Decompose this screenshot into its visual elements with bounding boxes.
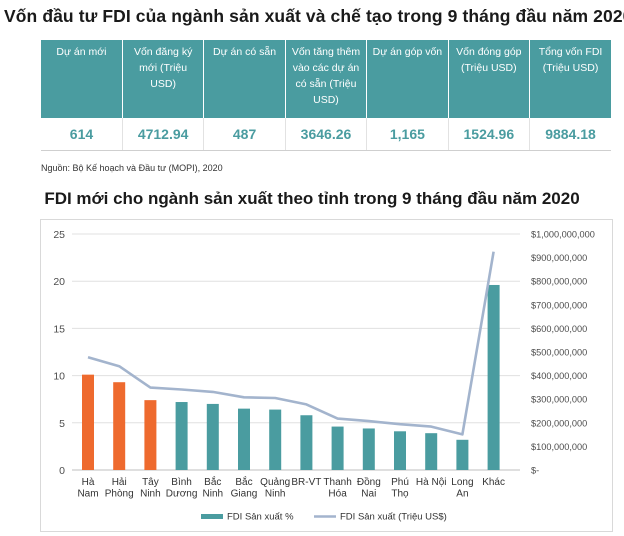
header-new-registered-capital: Vốn đăng ký mới (Triệu USD) xyxy=(122,40,205,118)
source-note: Nguồn: Bộ Kế hoạch và Đầu tư (MOPI), 202… xyxy=(41,163,223,173)
value-added-capital: 3646.26 xyxy=(285,118,368,151)
y-right-tick-label: $900,000,000 xyxy=(531,253,587,263)
x-tick-label: Ninh xyxy=(140,489,161,500)
y-right-tick-label: $200,000,000 xyxy=(531,418,587,428)
x-tick-label: Hải xyxy=(112,477,127,488)
bar xyxy=(206,403,219,470)
y-left-tick-label: 10 xyxy=(53,371,65,383)
x-tick-label: Nai xyxy=(361,489,376,500)
bar xyxy=(144,400,157,470)
y-left-tick-label: 0 xyxy=(59,465,65,477)
header-new-projects: Dự án mới xyxy=(41,40,123,118)
x-tick-label: Bắc xyxy=(204,475,221,488)
header-total-fdi: Tổng vốn FDI (Triệu USD) xyxy=(529,40,611,118)
legend-label-line: FDI Sản xuất (Triệu US$) xyxy=(340,512,447,523)
value-contributed-capital: 1524.96 xyxy=(448,118,531,151)
x-tick-label: Ninh xyxy=(203,489,224,500)
x-tick-label: Tây xyxy=(142,477,159,488)
bar xyxy=(82,374,94,470)
x-tick-label: Hóa xyxy=(328,489,347,500)
bar xyxy=(487,284,500,470)
bar xyxy=(300,415,313,470)
legend-label-bar: FDI Sản xuất % xyxy=(227,512,294,523)
bar xyxy=(425,433,438,470)
header-contributed-capital: Vốn đóng góp (Triệu USD) xyxy=(448,40,531,118)
x-tick-label: Ninh xyxy=(265,489,286,500)
legend-swatch-bar xyxy=(201,514,223,519)
y-left-tick-label: 15 xyxy=(53,323,65,335)
header-existing-projects: Dự án có sẵn xyxy=(203,40,286,118)
bar xyxy=(331,426,344,470)
chart-title: FDI mới cho ngành sản xuất theo tỉnh tro… xyxy=(44,189,580,208)
y-right-tick-label: $500,000,000 xyxy=(531,348,587,358)
x-tick-label: Đồng xyxy=(357,476,381,488)
bar xyxy=(175,402,188,470)
x-tick-label: Bình xyxy=(171,477,192,488)
value-existing-projects: 487 xyxy=(203,118,286,151)
header-capital-contribution-projects: Dự án góp vốn xyxy=(366,40,449,118)
y-right-tick-label: $600,000,000 xyxy=(531,324,587,334)
value-new-registered-capital: 4712.94 xyxy=(122,118,205,151)
series-line xyxy=(87,251,495,436)
y-right-tick-label: $400,000,000 xyxy=(531,371,587,381)
bar xyxy=(456,439,469,470)
x-tick-label: BR-VT xyxy=(291,477,321,488)
value-total-fdi: 9884.18 xyxy=(529,118,611,151)
y-right-tick-label: $700,000,000 xyxy=(531,300,587,310)
x-tick-label: An xyxy=(456,489,468,500)
bar xyxy=(394,431,406,470)
x-tick-label: Thanh xyxy=(323,477,351,488)
x-tick-label: Thọ xyxy=(391,489,409,500)
x-tick-label: Long xyxy=(451,477,473,488)
table-row: 614 4712.94 487 3646.26 1,165 1524.96 98… xyxy=(41,118,611,151)
bar xyxy=(269,409,282,470)
y-right-tick-label: $- xyxy=(531,466,539,476)
header-added-capital: Vốn tăng thêm vào các dự án có sẵn (Triệ… xyxy=(285,40,368,118)
bar xyxy=(113,382,126,470)
x-tick-label: Quảng xyxy=(260,477,290,488)
x-tick-label: Giang xyxy=(231,489,258,500)
bar xyxy=(238,408,250,470)
y-left-tick-label: 20 xyxy=(53,276,65,288)
x-tick-label: Nam xyxy=(77,489,98,500)
x-tick-label: Hà Nội xyxy=(416,477,447,488)
x-tick-label: Phòng xyxy=(105,489,134,500)
fdi-summary-table: Dự án mới Vốn đăng ký mới (Triệu USD) Dự… xyxy=(41,40,611,151)
value-capital-contribution-projects: 1,165 xyxy=(366,118,449,151)
x-tick-label: Dương xyxy=(166,489,198,500)
x-tick-label: Phú xyxy=(391,477,409,488)
y-right-tick-label: $100,000,000 xyxy=(531,442,587,452)
y-right-tick-label: $1,000,000,000 xyxy=(531,230,595,240)
x-tick-label: Hà xyxy=(82,477,95,488)
x-tick-label: Bắc xyxy=(235,475,252,488)
page-title: Vốn đầu tư FDI của ngành sản xuất và chế… xyxy=(4,6,624,26)
y-right-tick-label: $800,000,000 xyxy=(531,277,587,287)
bar xyxy=(362,428,375,470)
chart-frame xyxy=(40,219,613,532)
value-new-projects: 614 xyxy=(41,118,123,151)
table-header-row: Dự án mới Vốn đăng ký mới (Triệu USD) Dự… xyxy=(41,40,611,118)
y-left-tick-label: 25 xyxy=(53,229,65,241)
y-left-tick-label: 5 xyxy=(59,418,65,430)
y-right-tick-label: $300,000,000 xyxy=(531,395,587,405)
x-tick-label: Khác xyxy=(482,477,505,488)
